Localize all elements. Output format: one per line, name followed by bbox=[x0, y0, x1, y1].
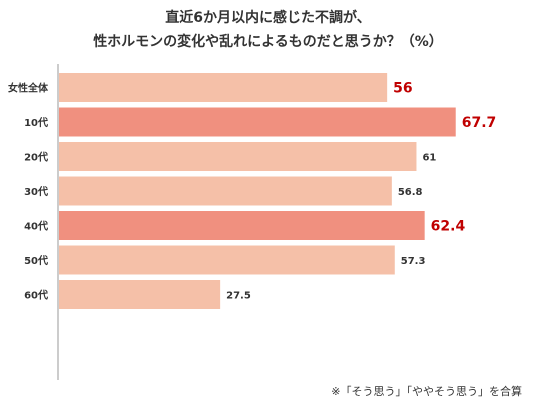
bar bbox=[59, 176, 392, 206]
category-label: 10代 bbox=[24, 116, 48, 129]
data-label: 62.4 bbox=[431, 219, 466, 235]
chart-note: ※「そう思う」「ややそう思う」を合算 bbox=[331, 385, 522, 398]
chart-subtitle: 性ホルモンの変化や乱れによるものだと思うか？（%） bbox=[93, 34, 443, 50]
bar bbox=[59, 245, 395, 275]
data-label: 56 bbox=[393, 81, 412, 97]
bar bbox=[59, 280, 221, 309]
category-label: 50代 bbox=[24, 254, 48, 267]
data-label: 56.8 bbox=[398, 187, 423, 198]
category-label: 30代 bbox=[24, 185, 48, 198]
data-label: 61 bbox=[422, 153, 436, 164]
category-label: 60代 bbox=[24, 289, 48, 302]
data-label: 27.5 bbox=[226, 291, 251, 302]
chart-title: 直近6か月以内に感じた不調が、 bbox=[165, 10, 371, 26]
bar bbox=[59, 142, 417, 171]
data-label: 67.7 bbox=[462, 115, 497, 131]
bar bbox=[59, 73, 388, 102]
category-label: 40代 bbox=[24, 220, 48, 233]
category-label: 20代 bbox=[24, 151, 48, 164]
data-label: 57.3 bbox=[401, 256, 426, 267]
category-label: 女性全体 bbox=[8, 82, 49, 95]
bar bbox=[59, 211, 425, 240]
bar bbox=[59, 107, 456, 137]
